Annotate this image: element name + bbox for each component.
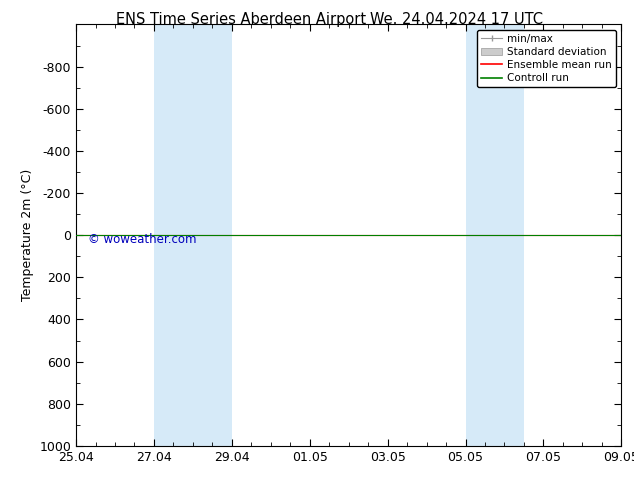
Text: We. 24.04.2024 17 UTC: We. 24.04.2024 17 UTC <box>370 12 543 27</box>
Text: © woweather.com: © woweather.com <box>87 233 197 245</box>
Legend: min/max, Standard deviation, Ensemble mean run, Controll run: min/max, Standard deviation, Ensemble me… <box>477 30 616 87</box>
Text: ENS Time Series Aberdeen Airport: ENS Time Series Aberdeen Airport <box>116 12 366 27</box>
Bar <box>154 24 232 446</box>
Y-axis label: Temperature 2m (°C): Temperature 2m (°C) <box>21 169 34 301</box>
Bar <box>465 24 524 446</box>
